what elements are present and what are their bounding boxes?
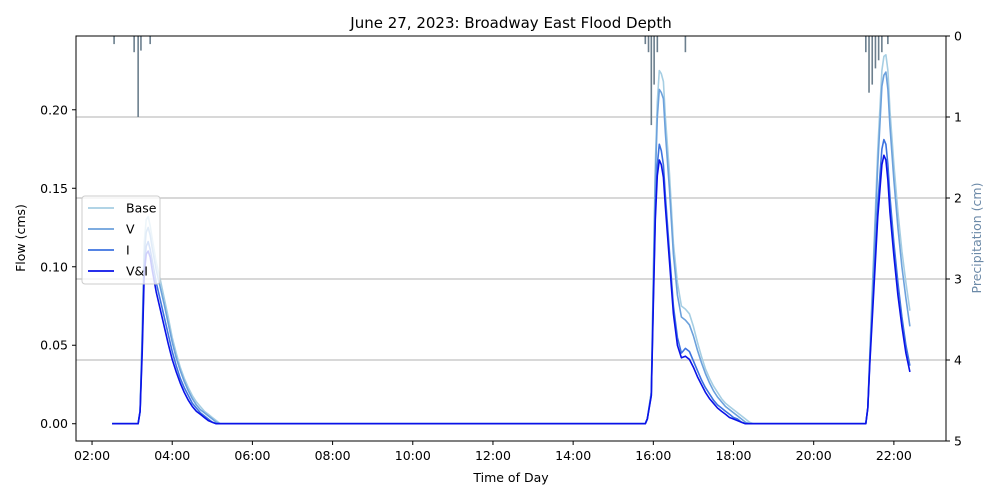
x-tick-label: 06:00 <box>234 448 270 463</box>
y2-tick-label: 2 <box>954 191 962 206</box>
y2-tick-label: 0 <box>954 29 962 44</box>
flow-series-lines <box>112 54 911 425</box>
x-tick-label: 20:00 <box>796 448 832 463</box>
y-tick-label: 0.15 <box>40 181 68 196</box>
gridlines <box>76 116 946 361</box>
y-tick-label: 0.20 <box>40 102 68 117</box>
precipitation-bars <box>113 36 889 126</box>
plot-frame <box>75 35 947 442</box>
x-tick-label: 18:00 <box>715 448 751 463</box>
y-tick-label: 0.00 <box>40 416 68 431</box>
y-axis-title: Flow (cms) <box>13 204 28 272</box>
legend-label: I <box>126 243 130 258</box>
y-tick-label: 0.05 <box>40 338 68 353</box>
x-tick-label: 02:00 <box>74 448 110 463</box>
y-axis-right: 0 1 2 3 4 5 <box>946 29 962 449</box>
series-line-base <box>112 54 911 425</box>
x-axis-title: Time of Day <box>472 470 549 485</box>
y2-tick-label: 1 <box>954 110 962 125</box>
chart-title: June 27, 2023: Broadway East Flood Depth <box>349 14 671 32</box>
legend: Base VI V&I <box>81 195 161 285</box>
x-axis: 02:00 04:00 06:00 08:00 10:00 12:00 14:00 16:00… <box>74 441 912 463</box>
y2-tick-label: 5 <box>954 434 962 449</box>
y2-tick-label: 3 <box>954 272 962 287</box>
x-tick-label: 16:00 <box>635 448 671 463</box>
legend-label: Base <box>126 201 157 216</box>
series-line-v-i <box>112 154 911 425</box>
x-tick-label: 12:00 <box>475 448 511 463</box>
series-line-i <box>112 138 911 425</box>
x-tick-label: 10:00 <box>395 448 431 463</box>
series-line-v <box>112 71 911 425</box>
x-tick-label: 08:00 <box>315 448 351 463</box>
legend-label: V <box>126 222 135 237</box>
x-tick-label: 04:00 <box>154 448 190 463</box>
y2-axis-title: Precipitation (cm) <box>969 183 984 294</box>
legend-label: V&I <box>126 264 148 279</box>
legend-box <box>81 195 161 285</box>
y-axis-left: 0.00 0.05 0.10 0.15 0.20 <box>40 102 76 431</box>
x-tick-label: 22:00 <box>876 448 912 463</box>
x-tick-label: 14:00 <box>555 448 591 463</box>
y2-tick-label: 4 <box>954 353 962 368</box>
y-tick-label: 0.10 <box>40 259 68 274</box>
